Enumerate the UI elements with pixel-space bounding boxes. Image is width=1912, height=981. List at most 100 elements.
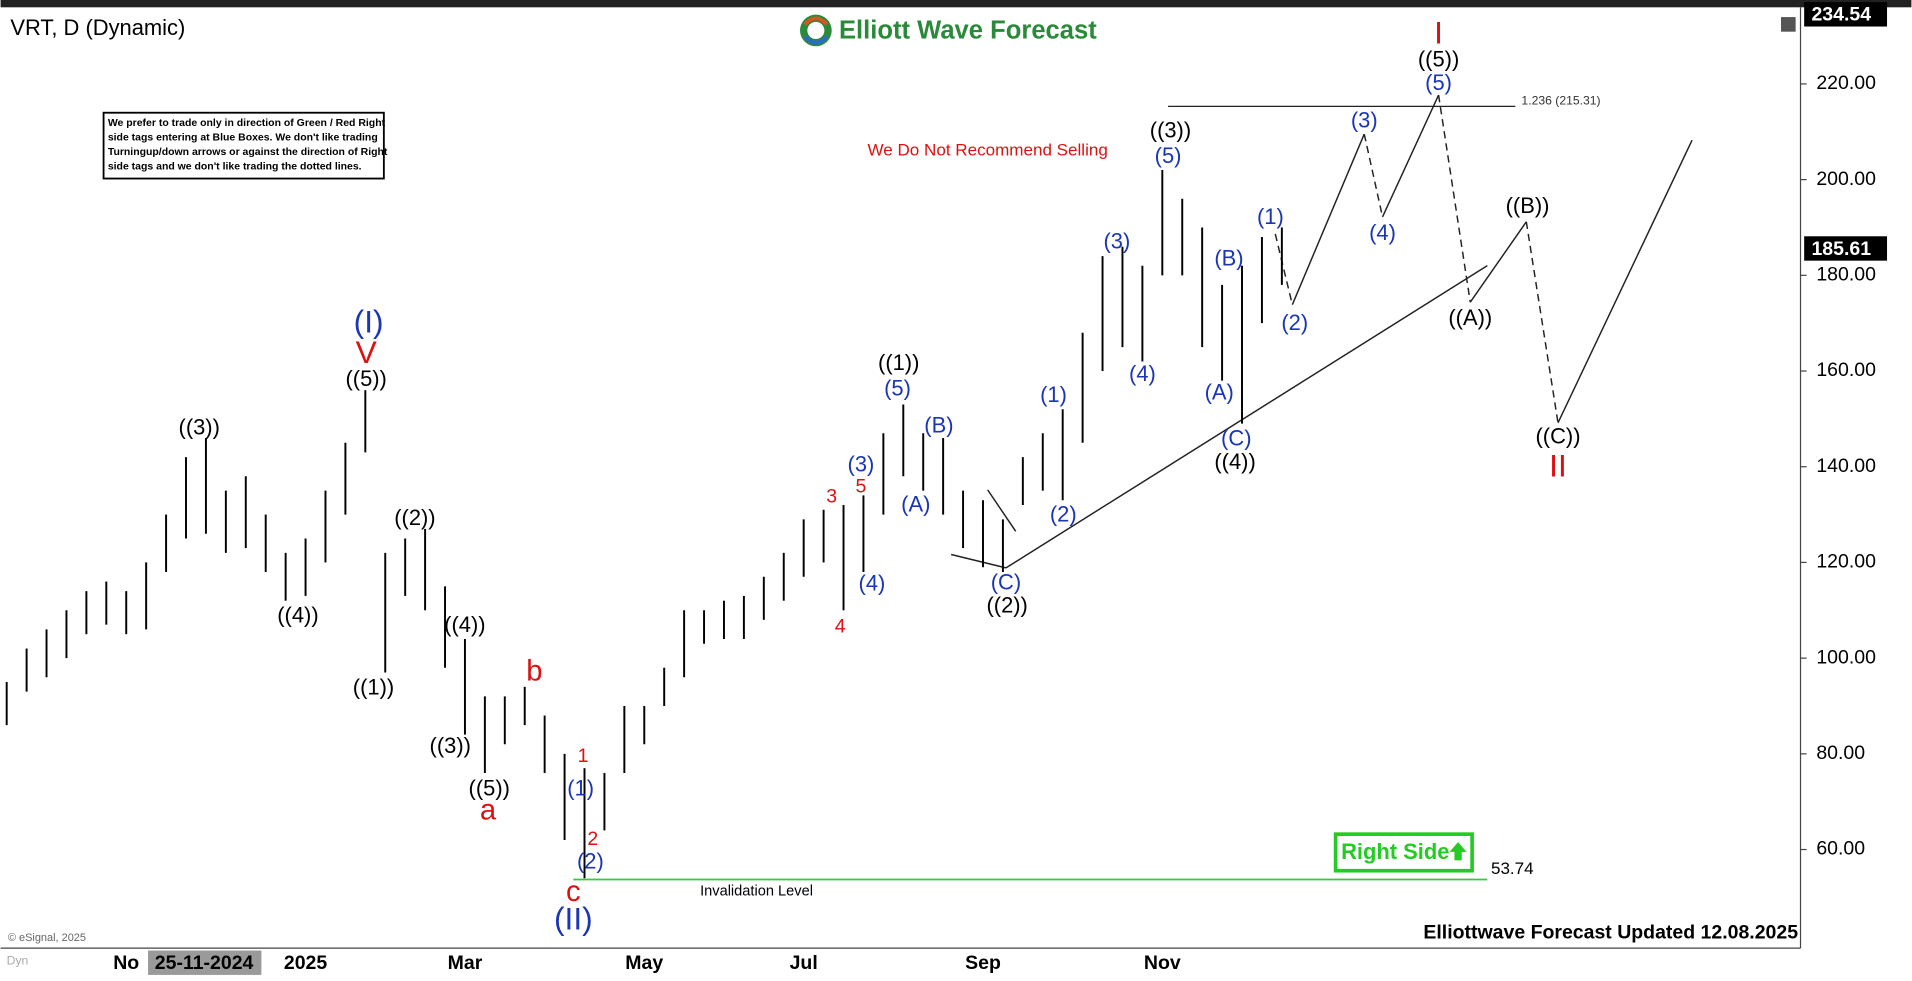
wave-label: (3) (1351, 108, 1378, 133)
x-tick-label: Nov (1144, 952, 1181, 974)
y-tick-label: 100.00 (1816, 646, 1876, 668)
wave-label: (1) (1257, 204, 1284, 229)
settings-icon[interactable] (1781, 17, 1796, 32)
trendline (950, 553, 1007, 569)
y-tick-label: 200.00 (1816, 168, 1876, 190)
projection-path (1525, 221, 1559, 423)
right-side-frame (1333, 832, 1474, 873)
wave-label: (B) (1214, 245, 1243, 270)
x-tick-label: Jul (790, 952, 818, 974)
invalidation-label: Invalidation Level (700, 884, 813, 900)
x-tick-label: Sep (965, 952, 1001, 974)
wave-label: b (526, 655, 542, 687)
wave-label: 2 (587, 828, 598, 850)
wave-label: V (356, 334, 377, 370)
y-tick-label: 60.00 (1816, 838, 1865, 860)
wave-label: (4) (1369, 220, 1396, 245)
wave-label: ((2)) (986, 593, 1027, 618)
wave-label: ((2)) (394, 505, 435, 530)
fib-label: 1.236 (215.31) (1521, 94, 1600, 108)
wave-label: II (1549, 447, 1567, 483)
wave-label: (A) (1205, 379, 1234, 404)
logo-text: Elliott Wave Forecast (839, 16, 1097, 44)
wave-label: (5) (1425, 70, 1452, 95)
projection-path (1381, 94, 1440, 218)
wave-label: (4) (1129, 361, 1156, 386)
logo-swirl (803, 35, 829, 45)
wave-label: (3) (848, 451, 875, 476)
x-tick-label: No (113, 952, 139, 974)
disclaimer-frame (102, 111, 385, 180)
top-border (0, 0, 1912, 8)
wave-label: a (480, 794, 497, 826)
wave-label: ((3)) (430, 733, 471, 758)
wave-label: ((1)) (878, 350, 919, 375)
y-tick-label: 160.00 (1816, 359, 1876, 381)
trendline (1005, 265, 1488, 569)
y-tick-label: 140.00 (1816, 455, 1876, 477)
projection-path (1469, 221, 1527, 303)
disclaimer-line: Turningup/down arrows or against the dir… (108, 147, 388, 158)
invalidation-value: 53.74 (1491, 859, 1534, 878)
wave-label: (B) (924, 412, 953, 437)
price-tag: 185.61 (1811, 238, 1871, 260)
wave-label: (3) (1103, 228, 1130, 253)
x-tick-label: 2025 (284, 952, 328, 974)
logo-swirl (803, 16, 829, 26)
wave-label: ((4)) (444, 612, 485, 637)
disclaimer-line: side tags and we don't like trading the … (108, 162, 362, 173)
logo: Elliott Wave Forecast (792, 9, 1120, 52)
right-side-arrow (1449, 842, 1467, 861)
x-tick-label: May (625, 952, 663, 974)
logo-icon-inner (807, 21, 825, 39)
wave-label: (I) (354, 304, 384, 340)
wave-label: (5) (1155, 143, 1182, 168)
footer: Elliottwave Forecast Updated 12.08.2025 (1423, 922, 1798, 944)
disclaimer-box: We prefer to trade only in direction of … (102, 111, 388, 180)
projection-path (1363, 133, 1384, 218)
wave-label: 5 (856, 476, 867, 498)
wave-label: (5) (884, 376, 911, 401)
cursor-date: 25-11-2024 (155, 952, 254, 974)
wave-label: 3 (826, 485, 837, 507)
wave-label: ((B)) (1506, 193, 1550, 218)
corner-label: Dyn (7, 954, 29, 968)
logo-bg (792, 9, 1120, 52)
price-tag-bg (1804, 236, 1888, 261)
wave-label: (2) (1050, 501, 1077, 526)
copyright: © eSignal, 2025 (8, 932, 86, 944)
wave-label: I (1434, 15, 1443, 51)
wave-label: ((5)) (345, 366, 386, 391)
wave-label: ((5)) (1418, 47, 1459, 72)
projection-path (1437, 94, 1471, 303)
y-tick-label: 180.00 (1816, 263, 1876, 285)
right-side-text: Right Side (1341, 839, 1449, 864)
y-tick-label: 220.00 (1816, 72, 1876, 94)
note: We Do Not Recommend Selling (868, 141, 1108, 160)
projection-path (1557, 139, 1693, 424)
trendline (987, 489, 1017, 532)
projection (950, 94, 1693, 569)
disclaimer-line: side tags entering at Blue Boxes. We don… (108, 132, 378, 143)
wave-label: ((1)) (353, 674, 394, 699)
wave-label: 4 (835, 616, 846, 638)
wave-label: (1) (1040, 382, 1067, 407)
y-tick-label: 80.00 (1816, 742, 1865, 764)
wave-label: c (566, 876, 581, 908)
projection-path (1291, 133, 1365, 305)
wave-label: (C) (1221, 426, 1251, 451)
right-side-tag: Right Side (1333, 832, 1474, 873)
price-tag-bg (1804, 2, 1888, 27)
wave-label: ((C)) (1535, 423, 1580, 448)
chart-title: VRT, D (Dynamic) (10, 15, 185, 40)
wave-label: (2) (577, 849, 604, 874)
wave-label: (2) (1281, 310, 1308, 335)
wave-label: (4) (859, 571, 886, 596)
wave-label: (II) (554, 901, 593, 937)
x-tick-label: Mar (448, 952, 483, 974)
disclaimer-line: We prefer to trade only in direction of … (108, 118, 386, 129)
wave-label: ((4)) (1214, 449, 1255, 474)
wave-label: 1 (578, 745, 589, 767)
